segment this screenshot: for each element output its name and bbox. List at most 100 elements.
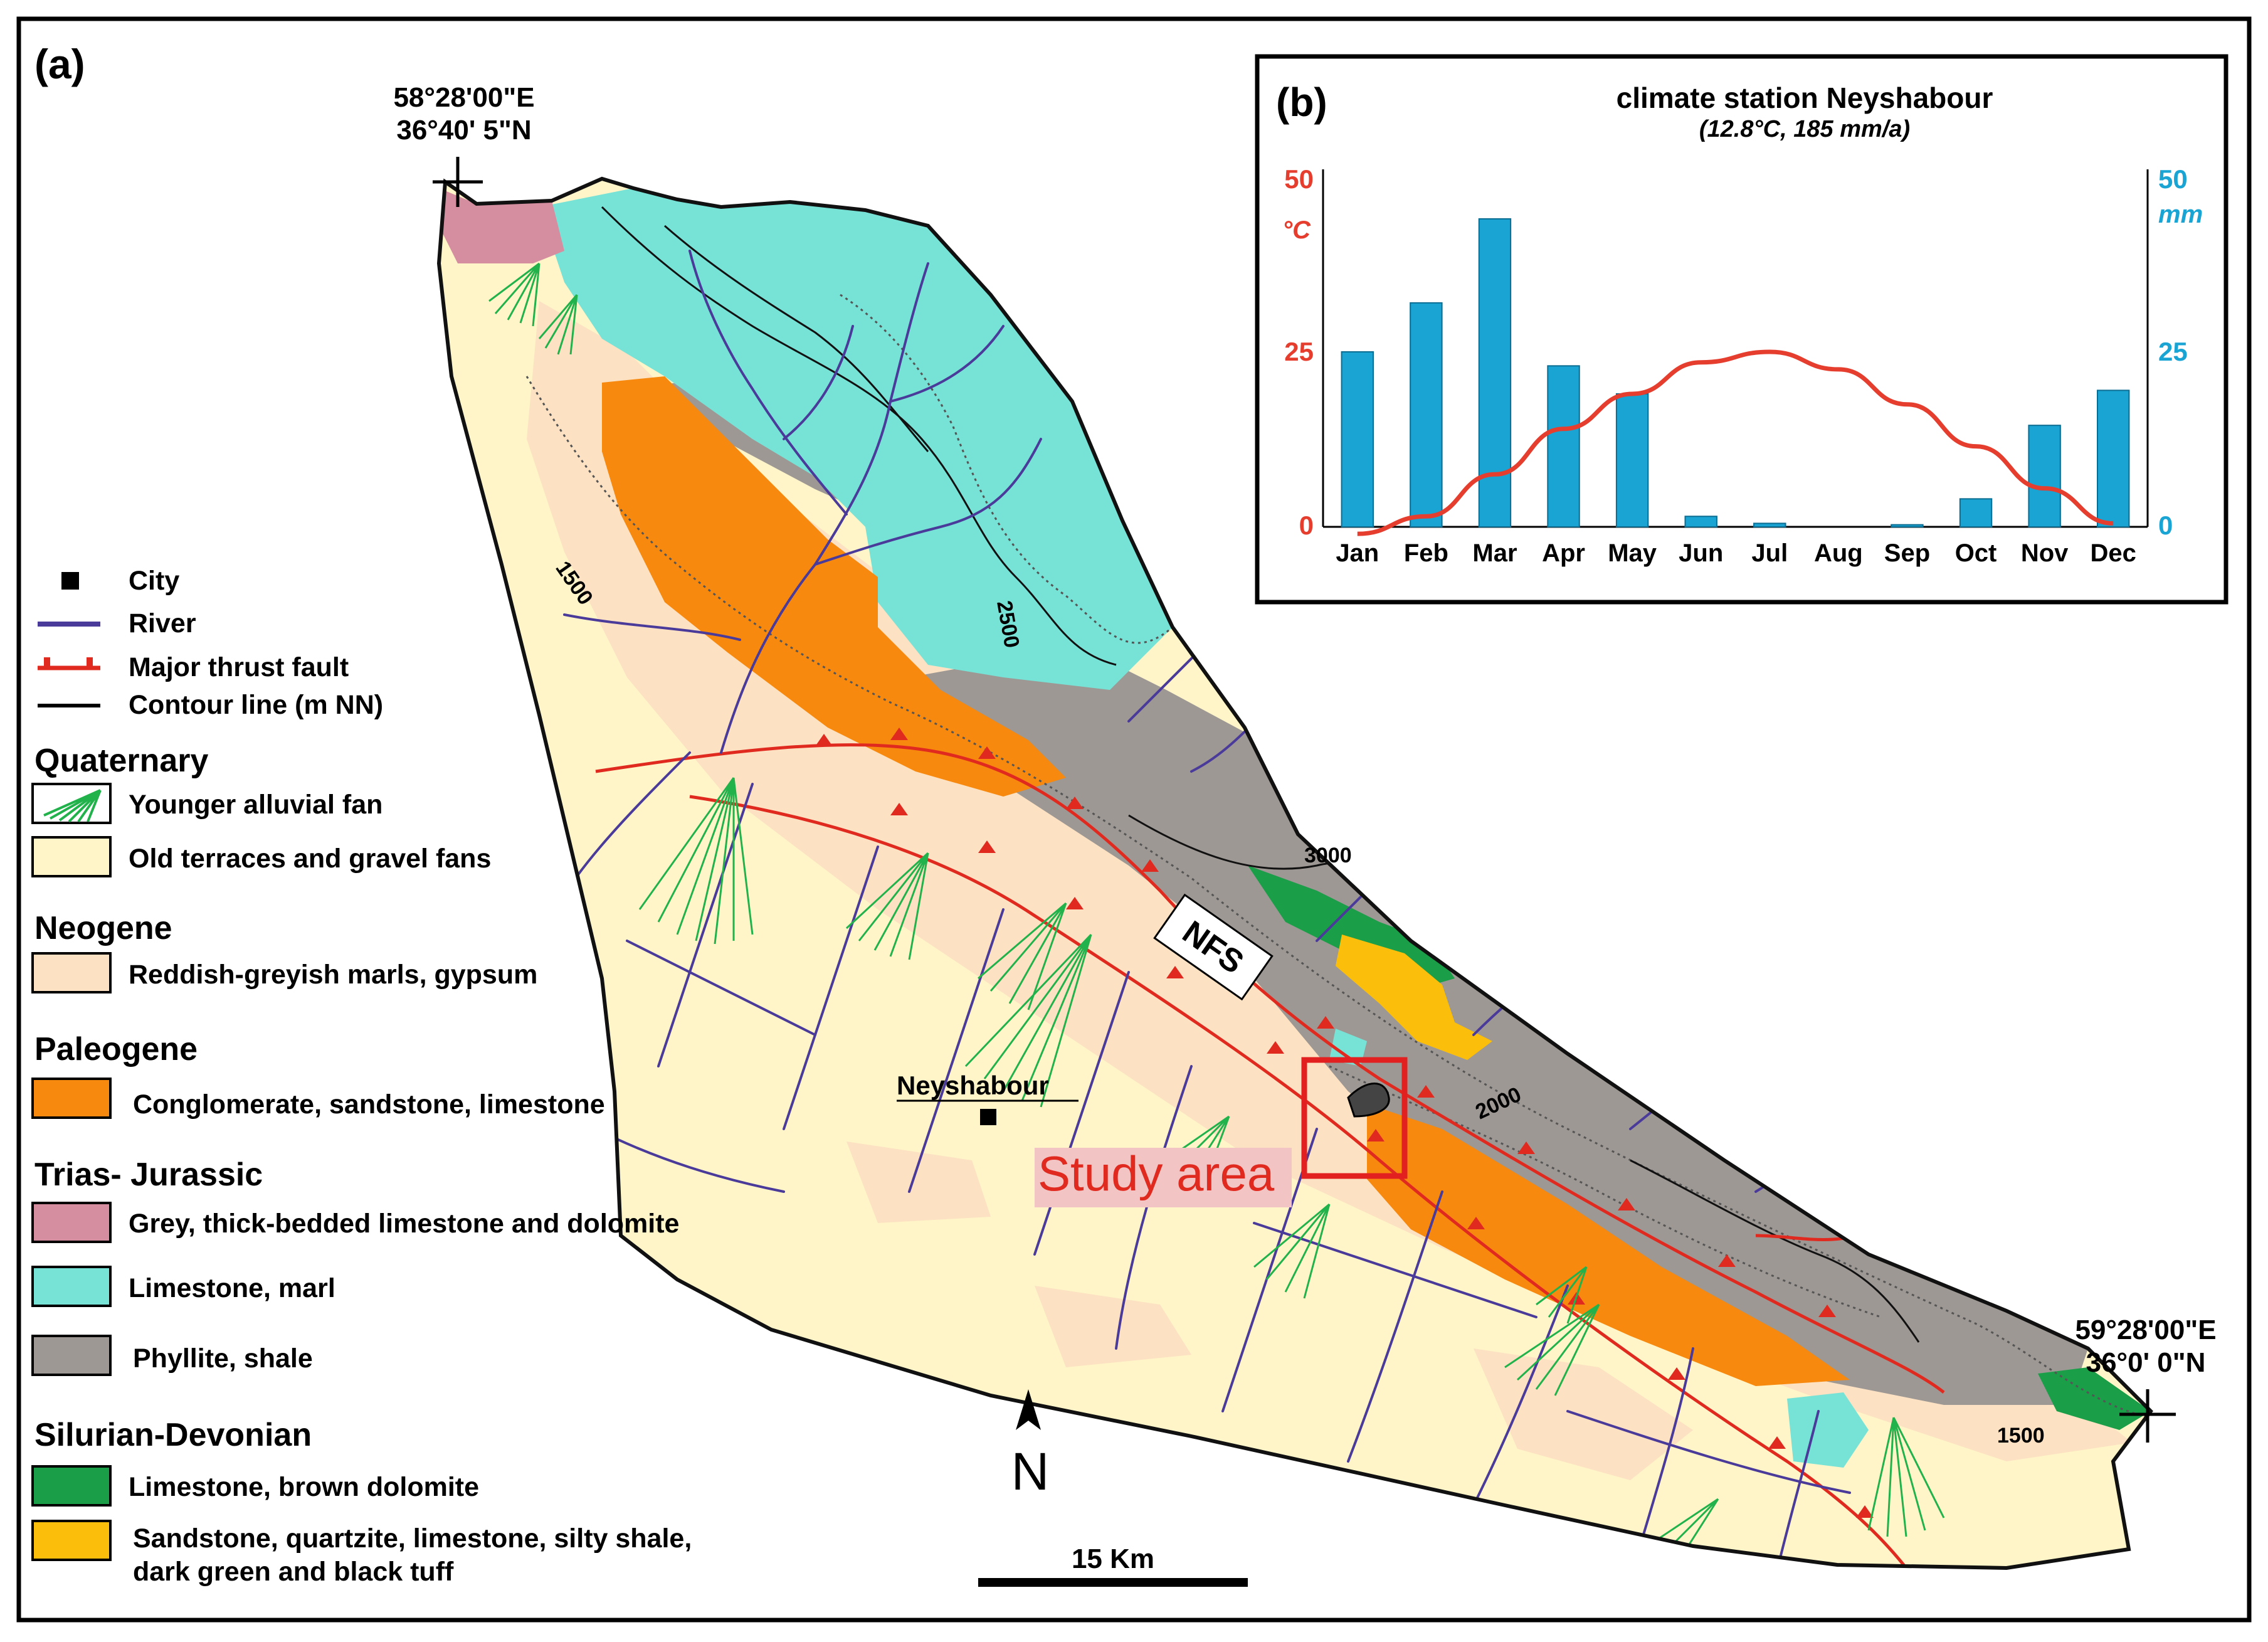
legend-thrust-fault-icon	[38, 657, 100, 670]
legend-swatches	[31, 783, 112, 1561]
legend-item-limestone-marl: Limestone, marl	[129, 1273, 335, 1303]
unit-neogene-marls-patch	[1035, 1286, 1191, 1367]
climate-inset: Jan Feb Mar Apr May Jun Jul Aug Sep Oct Nov Dec	[1255, 54, 2228, 605]
legend-fault-label: Major thrust fault	[129, 652, 349, 682]
right-tick-0: 0	[2158, 511, 2173, 540]
precip-bar	[1341, 351, 1374, 527]
panel-a-label: (a)	[34, 41, 85, 87]
study-area-label-bg	[1035, 1148, 1292, 1207]
legend-swatch	[31, 1520, 112, 1561]
legend-group-neogene: Neogene	[34, 910, 172, 946]
contour-lines	[525, 294, 2151, 1419]
legend-swatch	[31, 1078, 112, 1119]
right-unit-label: mm	[2158, 201, 2203, 228]
legend-item-brown-dolomite: Limestone, brown dolomite	[129, 1472, 479, 1502]
month-labels: Jan Feb Mar Apr May Jun Jul Aug Sep Oct Nov Dec	[1336, 539, 2136, 567]
precip-bar	[2097, 389, 2130, 527]
legend-swatch	[31, 836, 112, 877]
precip-bar	[1684, 516, 1717, 528]
unit-phyllite-shale	[633, 376, 2088, 1405]
month-label: Dec	[2091, 539, 2136, 567]
precip-bar	[1410, 302, 1443, 527]
north-arrow-icon	[1016, 1389, 1041, 1430]
legend-item-marls: Reddish-greyish marls, gypsum	[129, 960, 537, 990]
precipitation-bars	[1341, 218, 2130, 528]
month-label: Feb	[1404, 539, 1448, 567]
right-tick-25: 25	[2158, 337, 2188, 366]
month-label: Apr	[1542, 539, 1585, 567]
corner-crosshair-nw	[433, 157, 483, 207]
legend-item-phyllite: Phyllite, shale	[133, 1343, 313, 1374]
left-tick-50: 50	[1284, 164, 1314, 194]
left-tick-25: 25	[1284, 337, 1314, 366]
north-label: N	[1011, 1442, 1050, 1501]
month-label: May	[1608, 539, 1657, 567]
chart-title: climate station Neyshabour	[1617, 82, 1993, 114]
legend-swatch	[31, 1202, 112, 1243]
study-area-label: Study area	[1038, 1146, 1275, 1201]
alluvial-fans-nw	[488, 262, 578, 355]
precip-bar	[2028, 425, 2061, 527]
legend-contour-label: Contour line (m NN)	[129, 690, 383, 720]
month-label: Aug	[1814, 539, 1863, 567]
legend	[31, 572, 112, 1561]
legend-item-conglomerate: Conglomerate, sandstone, limestone	[133, 1089, 605, 1120]
precip-bar	[1891, 524, 1924, 527]
scale-bar	[978, 1578, 1248, 1587]
panel-b-label: (b)	[1276, 80, 1327, 125]
nfs-label-box	[1153, 893, 1274, 1001]
unit-grey-limestone-dolomite	[439, 188, 564, 263]
legend-swatch	[31, 1465, 112, 1507]
nw-longitude: 58°28'00"E	[393, 82, 534, 113]
unit-paleogene-conglomerate	[1367, 1104, 1850, 1386]
se-latitude: 36°0' 0"N	[2086, 1347, 2206, 1378]
study-area-box	[1301, 1057, 1408, 1179]
month-label: Jan	[1336, 539, 1379, 567]
precip-bar	[1547, 365, 1580, 527]
unit-limestone-marl	[539, 188, 1173, 690]
legend-swatch	[31, 1266, 112, 1307]
month-label: Jun	[1679, 539, 1723, 567]
city-label: Neyshabour	[897, 1071, 1049, 1100]
city-marker-icon	[980, 1109, 996, 1125]
left-unit-label: °C	[1282, 216, 1311, 244]
nw-latitude: 36°40' 5"N	[396, 115, 531, 146]
precip-bar	[1753, 522, 1786, 527]
temperature-line	[1357, 349, 2114, 536]
unit-sandstone-quartzite	[1336, 935, 1492, 1060]
month-label: Nov	[2021, 539, 2069, 567]
alluvial-fans	[638, 777, 1945, 1568]
month-label: Oct	[1955, 539, 1997, 567]
legend-group-silurian-devonian: Silurian-Devonian	[34, 1417, 312, 1453]
legend-fan-glyph-icon	[43, 789, 102, 823]
legend-item-old-terraces: Old terraces and gravel fans	[129, 844, 491, 874]
unit-limestone-marl-patch	[1329, 1029, 1367, 1066]
unit-neogene-marls-patch	[847, 1141, 991, 1223]
study-area-outcrop	[1347, 1083, 1390, 1118]
legend-river-label: River	[129, 608, 196, 638]
unit-paleogene-conglomerate	[602, 376, 1066, 797]
legend-swatch	[31, 1335, 112, 1376]
legend-group-trias-jurassic: Trias- Jurassic	[34, 1157, 263, 1193]
legend-group-paleogene: Paleogene	[34, 1031, 198, 1067]
legend-city-label: City	[129, 566, 179, 596]
precip-bar	[1959, 498, 1993, 527]
legend-item-sandstone: Sandstone, quartzite, limestone, silty s…	[133, 1523, 692, 1554]
precip-bar	[1615, 393, 1649, 528]
chart-subtitle: (12.8°C, 185 mm/a)	[1699, 116, 1910, 142]
right-tick-50: 50	[2158, 164, 2188, 194]
legend-swatch	[31, 952, 112, 993]
month-label: Jul	[1751, 539, 1788, 567]
legend-group-quaternary: Quaternary	[34, 743, 209, 779]
contour-label-1500-se: 1500	[1997, 1424, 2045, 1448]
legend-item-grey-limestone: Grey, thick-bedded limestone and dolomit…	[129, 1209, 679, 1239]
corner-crosshair-se	[2119, 1389, 2176, 1443]
left-tick-0: 0	[1299, 511, 1314, 540]
precip-bar	[1478, 218, 1512, 527]
se-longitude: 59°28'00"E	[2075, 1315, 2216, 1345]
legend-city-icon	[61, 572, 79, 590]
scale-label: 15 Km	[1072, 1544, 1154, 1574]
contour-label-3000: 3000	[1304, 844, 1352, 867]
